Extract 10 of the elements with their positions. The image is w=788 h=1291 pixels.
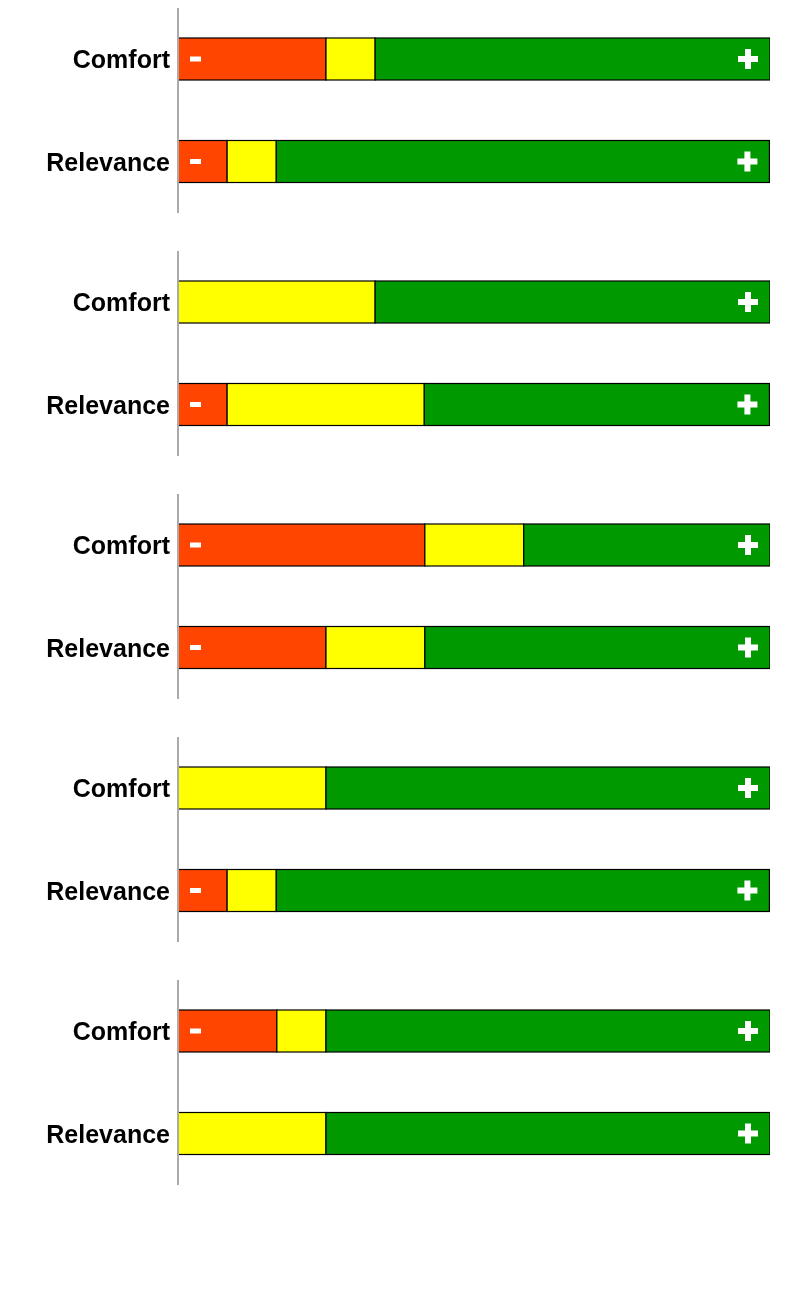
y-tick-label: Relevance — [46, 876, 171, 905]
y-tick-label: Relevance — [46, 147, 171, 176]
y-tick-label: Comfort — [72, 531, 171, 560]
y-tick-label: Relevance — [46, 1119, 171, 1148]
y-tick-label: Comfort — [72, 288, 171, 317]
y-tick-label: Relevance — [46, 633, 171, 662]
y-tick-label: Comfort — [72, 45, 171, 74]
y-tick-label: Relevance — [46, 390, 171, 419]
y-tick-label: Comfort — [72, 1017, 171, 1046]
y-tick-label: Comfort — [72, 774, 171, 803]
